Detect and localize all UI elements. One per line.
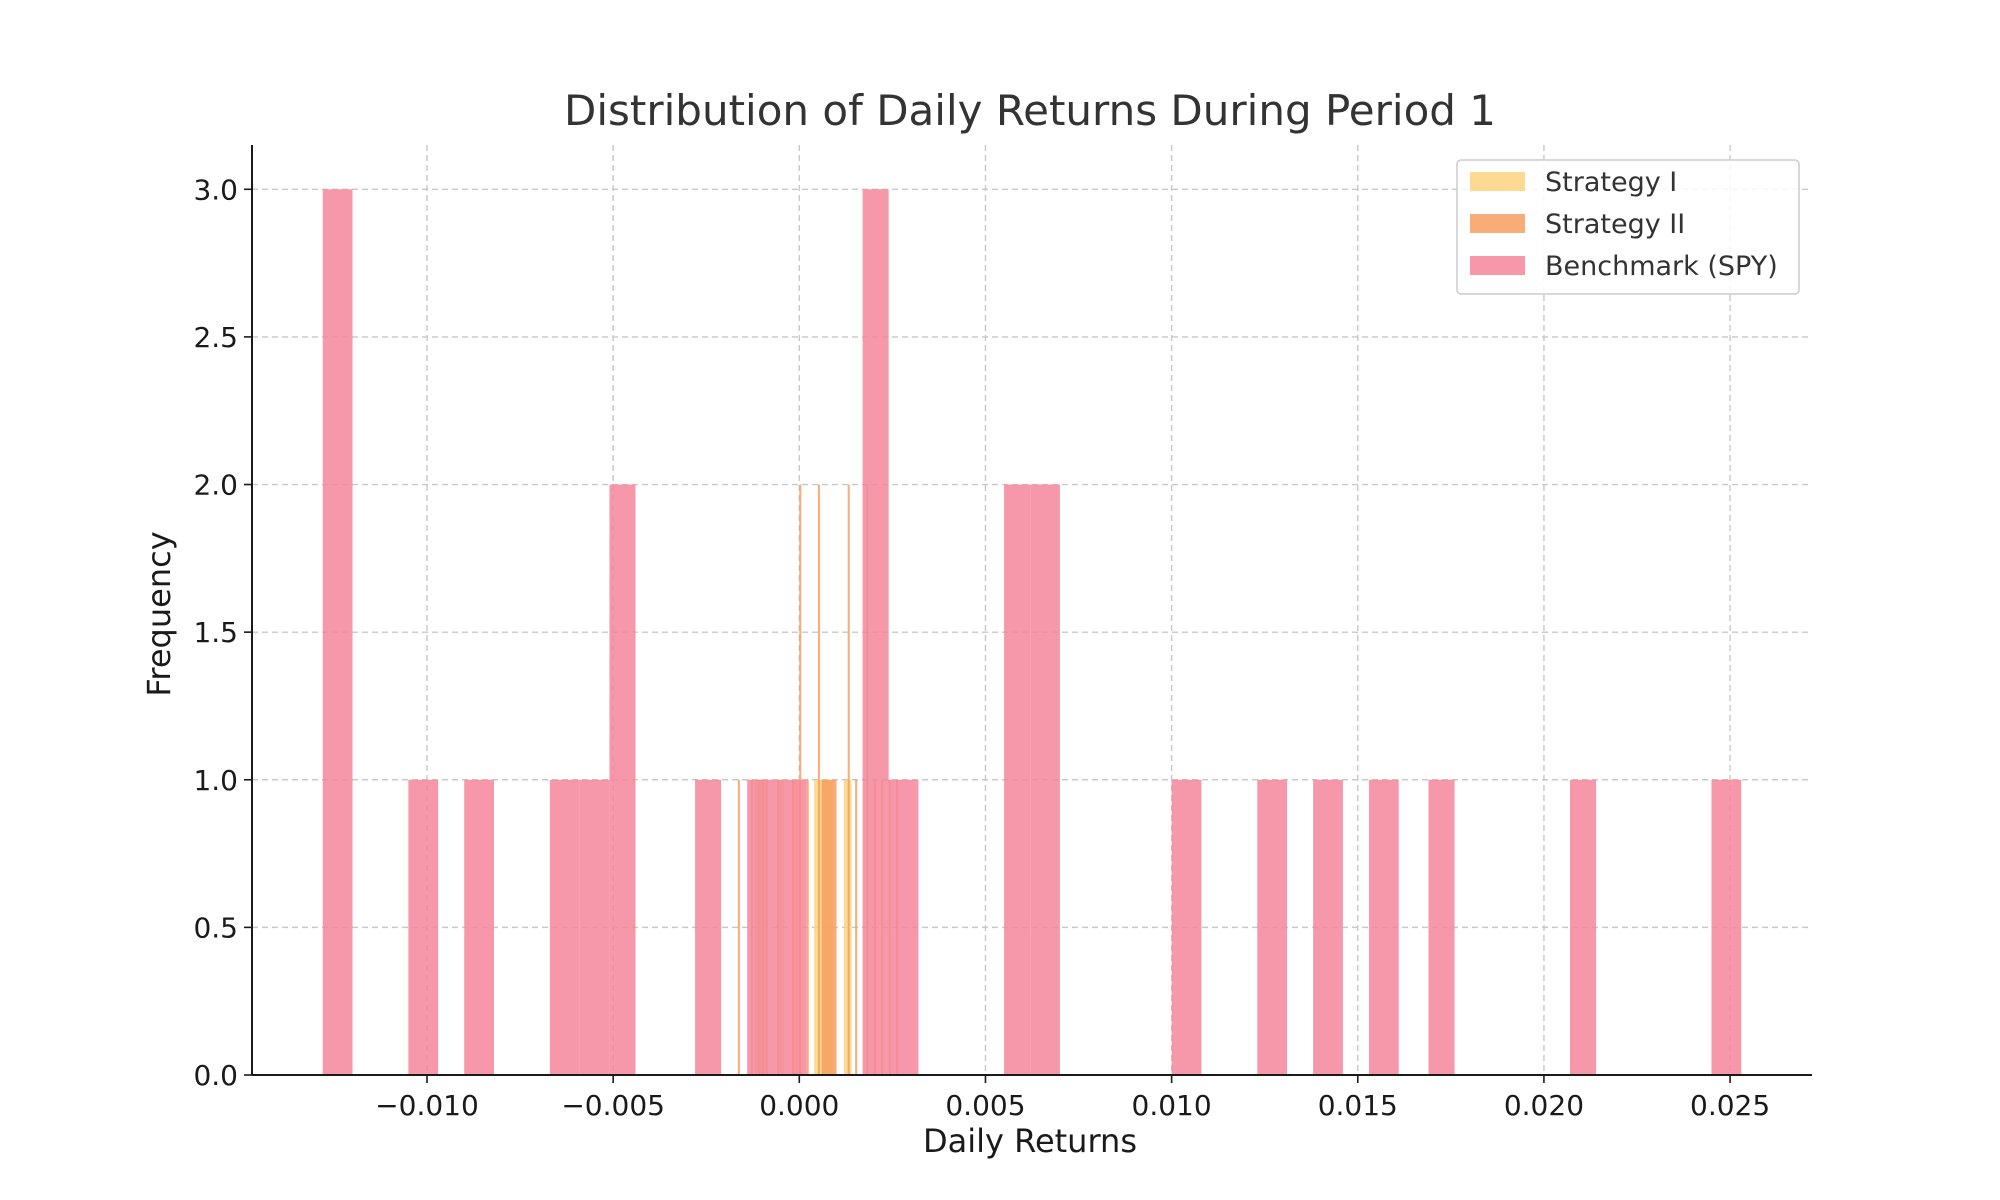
chart-title: Distribution of Daily Returns During Per… xyxy=(564,86,1496,135)
y-axis-label: Frequency xyxy=(140,531,178,696)
x-axis-label: Daily Returns xyxy=(923,1122,1137,1160)
x-tick-label: 0.020 xyxy=(1504,1089,1584,1122)
x-tick-label: −0.010 xyxy=(375,1089,479,1122)
histogram-bar xyxy=(549,779,580,1075)
legend-label-benchmark: Benchmark (SPY) xyxy=(1545,251,1778,282)
histogram-bar xyxy=(408,779,439,1075)
histogram-bars xyxy=(322,189,1742,1076)
legend-label-strategy-2: Strategy II xyxy=(1545,209,1685,240)
histogram-bar xyxy=(1428,779,1455,1075)
histogram-bar xyxy=(322,189,353,1076)
histogram-bar xyxy=(817,484,820,1075)
y-tick-label: 3.0 xyxy=(193,173,238,206)
histogram-bar xyxy=(1257,779,1288,1075)
x-tick-label: 0.005 xyxy=(945,1089,1025,1122)
series-2-bars xyxy=(322,189,1742,1076)
y-tick-label: 2.5 xyxy=(193,321,238,354)
y-tick-label: 0.0 xyxy=(193,1059,238,1092)
histogram-bar xyxy=(737,779,740,1075)
y-tick-label: 2.0 xyxy=(193,469,238,502)
histogram-bar xyxy=(1711,779,1742,1075)
legend-swatch-benchmark xyxy=(1470,256,1525,275)
histogram-bar xyxy=(579,779,610,1075)
histogram-bar xyxy=(821,779,837,1075)
histogram-bar xyxy=(1030,484,1060,1075)
legend: Strategy I Strategy II Benchmark (SPY) xyxy=(1456,159,1800,295)
histogram-bar xyxy=(855,779,858,1075)
legend-label-strategy-1: Strategy I xyxy=(1545,167,1677,198)
y-tick-label: 1.5 xyxy=(193,616,238,649)
histogram-bar xyxy=(776,779,807,1075)
histogram-bar xyxy=(1368,779,1399,1075)
histogram-bar xyxy=(695,779,722,1075)
histogram-bar xyxy=(609,484,636,1075)
x-tick-label: −0.005 xyxy=(561,1089,665,1122)
legend-frame xyxy=(1456,159,1800,295)
histogram-bar xyxy=(847,484,850,1075)
x-tick-label: 0.000 xyxy=(759,1089,839,1122)
x-tick-label: 0.015 xyxy=(1318,1089,1398,1122)
y-tick-label: 0.5 xyxy=(193,911,238,944)
y-tick-label: 1.0 xyxy=(193,764,238,797)
histogram-bar xyxy=(862,189,889,1076)
histogram-bar xyxy=(747,779,777,1075)
tick-labels: −0.010 −0.005 0.000 0.005 0.010 0.015 0.020 0.0… xyxy=(193,173,1770,1122)
x-tick-label: 0.010 xyxy=(1132,1089,1212,1122)
histogram-bar xyxy=(1313,779,1343,1075)
histogram-bar xyxy=(888,779,919,1075)
histogram-bar xyxy=(464,779,495,1075)
histogram-bar xyxy=(806,779,809,1075)
axes xyxy=(251,145,1812,1076)
legend-swatch-strategy-1 xyxy=(1470,172,1525,191)
x-tick-label: 0.025 xyxy=(1690,1089,1770,1122)
histogram-bar xyxy=(1004,484,1031,1075)
legend-swatch-strategy-2 xyxy=(1470,214,1525,233)
histogram-bar xyxy=(1569,779,1597,1075)
histogram-bar xyxy=(1171,779,1202,1075)
